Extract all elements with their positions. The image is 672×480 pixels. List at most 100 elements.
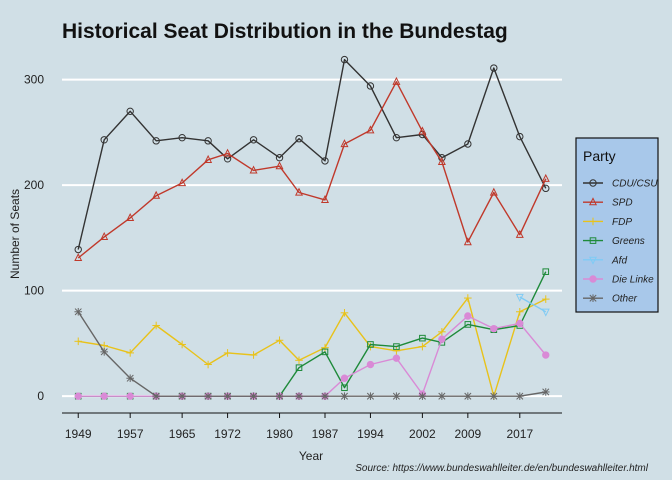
point-fdp-1987 [321, 343, 329, 352]
point-other-1953 [100, 348, 109, 356]
x-tick-label-2009: 2009 [454, 427, 481, 441]
point-other-1983 [295, 392, 303, 400]
point-fdp-2009 [464, 294, 472, 302]
point-cdu-csu-1957 [126, 107, 134, 116]
point-spd-1990 [340, 139, 349, 148]
point-fdp-1949 [74, 337, 83, 346]
point-other-2002 [418, 392, 427, 400]
y-tick-label-200: 200 [24, 178, 44, 192]
point-die-linke-1957 [126, 392, 134, 400]
point-other-1972 [223, 392, 232, 400]
x-tick-label-1987: 1987 [312, 427, 339, 441]
chart-title: Historical Seat Distribution in the Bund… [62, 20, 508, 43]
point-cdu-csu-1953 [100, 136, 108, 144]
y-tick-label-100: 100 [24, 284, 44, 298]
point-fdp-1957 [126, 349, 134, 357]
point-spd-1994 [366, 125, 375, 134]
series-line-spd [77, 81, 547, 259]
point-cdu-csu-1990 [340, 55, 349, 64]
legend-title: Party [583, 148, 616, 164]
point-other-2013 [490, 392, 498, 400]
point-fdp-1980 [275, 336, 284, 345]
point-greens-2009 [464, 321, 472, 328]
legend-label-fdp: FDP [612, 217, 632, 228]
point-other-2021 [541, 388, 550, 396]
point-fdp-1961 [152, 321, 160, 330]
point-fdp-1965 [178, 340, 186, 349]
x-axis-label: Year [299, 449, 323, 463]
legend-label-afd: Afd [611, 255, 627, 266]
point-cdu-csu-1987 [321, 157, 329, 165]
point-other-1998 [392, 392, 401, 400]
point-cdu-csu-1976 [249, 136, 258, 144]
point-cdu-csu-1998 [392, 133, 401, 142]
series-line-afd [519, 296, 547, 313]
point-cdu-csu-1980 [275, 154, 284, 162]
point-spd-2002 [418, 126, 427, 135]
point-spd-2017 [515, 229, 524, 238]
point-afd-2021 [541, 308, 550, 317]
point-spd-2009 [463, 237, 472, 246]
point-spd-1980 [275, 161, 284, 170]
legend-label-other: Other [612, 294, 638, 305]
series-line-other [77, 311, 546, 397]
legend-item-greens: Greens [583, 236, 645, 247]
point-spd-1949 [74, 253, 83, 262]
legend-item-fdp: FDP [583, 217, 632, 228]
point-fdp-1972 [223, 349, 232, 357]
legend-marker-greens [589, 237, 597, 244]
point-fdp-2021 [541, 295, 550, 303]
point-cdu-csu-1969 [204, 137, 212, 145]
legend-marker-cdu-csu [589, 179, 597, 187]
point-die-linke-2009 [464, 312, 472, 320]
point-die-linke-1998 [392, 354, 401, 362]
legend-box [575, 137, 659, 313]
point-die-linke-1994 [366, 360, 375, 369]
legend-item-die-linke: Die Linke [583, 275, 654, 286]
point-die-linke-2005 [438, 335, 446, 343]
point-cdu-csu-2021 [542, 184, 550, 193]
series-cdu-csu [74, 55, 550, 254]
point-other-1961 [152, 392, 160, 400]
legend-item-spd: SPD [583, 197, 633, 209]
point-cdu-csu-2009 [464, 140, 472, 148]
legend-item-other: Other [583, 294, 638, 305]
point-other-1976 [249, 392, 258, 400]
point-spd-1965 [178, 178, 187, 187]
x-tick-label-2017: 2017 [506, 427, 533, 441]
point-spd-1998 [392, 76, 401, 85]
point-cdu-csu-2013 [490, 64, 498, 72]
x-tick-label-1957: 1957 [117, 427, 144, 441]
point-die-linke-2021 [542, 351, 550, 359]
series-other [74, 307, 550, 400]
point-spd-1972 [223, 148, 232, 157]
point-other-1990 [340, 392, 349, 400]
legend-label-spd: SPD [612, 198, 633, 209]
series-line-fdp [78, 297, 547, 397]
axes: 0 100 200 300 1949 1957 1965 1972 1980 1987 1994 20… [24, 73, 562, 441]
point-other-1980 [275, 392, 284, 400]
point-die-linke-2017 [516, 319, 524, 328]
point-die-linke-1949 [74, 392, 82, 400]
point-cdu-csu-1994 [366, 82, 375, 90]
point-other-1969 [204, 392, 212, 400]
point-other-2005 [438, 392, 446, 400]
point-cdu-csu-1972 [223, 155, 232, 163]
point-greens-1987 [321, 348, 329, 356]
point-die-linke-1990 [340, 374, 349, 382]
point-other-2017 [515, 392, 524, 400]
point-greens-1994 [367, 341, 374, 348]
point-other-2009 [464, 392, 472, 400]
point-other-1987 [321, 392, 329, 400]
point-cdu-csu-2017 [516, 132, 524, 141]
legend-item-cdu-csu: CDU/CSU [583, 179, 658, 190]
y-tick-label-0: 0 [37, 389, 44, 403]
point-cdu-csu-1965 [178, 133, 186, 142]
point-fdp-2002 [418, 342, 427, 351]
y-tick-label-300: 300 [24, 73, 44, 87]
point-fdp-1969 [204, 360, 212, 369]
point-spd-1987 [320, 195, 329, 204]
x-tick-label-1980: 1980 [266, 427, 293, 441]
